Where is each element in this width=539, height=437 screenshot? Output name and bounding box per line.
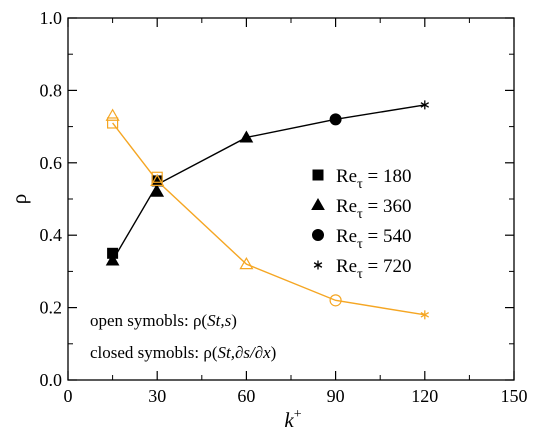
data-point-closed-triangle [105,253,120,266]
legend-marker-square [312,169,324,181]
x-tick-label: 90 [327,386,345,406]
asterisk-stroke [420,312,430,318]
data-point-open-circle [329,294,342,307]
data-point-open-triangle [150,173,165,186]
y-tick-label: 0.6 [40,153,63,173]
asterisk-stroke [420,102,430,108]
data-point-open-square [151,171,163,183]
legend-marker-asterisk [313,260,323,270]
annotation-open-symbols: open symobls: ρ(St,s) [90,311,237,330]
series-markers [105,100,430,320]
legend-label-sub: τ [357,207,363,222]
annotation-closed-italic: St,∂s/∂x [217,343,271,362]
x-tick-label: 120 [411,386,438,406]
y-tick-label: 0.0 [40,370,63,390]
legend-label-rest: = 540 [363,226,412,247]
data-point-open-square [106,117,119,129]
legend-label-sub: τ [357,237,363,252]
annotation-open-prefix: open symobls: ρ( [90,311,207,330]
legend-label-rest: = 720 [363,256,412,277]
x-axis-label: k+ [284,407,301,432]
data-point-open-triangle [239,256,254,270]
legend-label-sub: τ [357,267,363,282]
data-point-closed-asterisk [420,100,430,110]
y-axis-label: ρ [7,194,31,204]
legend-label-base: Re [336,166,357,187]
legend-label: Reτ = 720 [336,256,411,282]
legend-label: Reτ = 540 [336,226,411,252]
y-tick-label: 0.8 [40,80,63,100]
legend-label-base: Re [336,226,357,247]
x-tick-label: 150 [501,386,528,406]
legend-label-rest: = 360 [363,196,412,217]
data-point-closed-triangle [150,184,165,197]
data-point-closed-circle [329,113,342,126]
annotation-closed-suffix: ) [271,343,277,362]
x-axis-label-base: k [284,408,294,432]
data-point-open-asterisk [420,310,430,320]
annotation-closed-symbols: closed symobls: ρ(St,∂s/∂x) [90,343,276,362]
legend-label-base: Re [336,196,357,217]
y-tick-label: 1.0 [40,8,63,28]
legend-marker-triangle [311,197,325,210]
asterisk-stroke [313,262,323,268]
series-line-open [112,122,425,316]
legend-label-sub: τ [357,177,363,192]
annotation-closed-prefix: closed symobls: ρ( [90,343,218,362]
legend-label-base: Re [336,256,357,277]
y-tick-label: 0.4 [40,225,63,245]
legend-label-rest: = 180 [363,166,412,187]
y-tick-label: 0.2 [40,298,63,318]
tick-group: 0 30 60 90 120 150 0.0 0.2 0.4 0.6 0.8 1.0 [40,8,528,406]
x-tick-label: 0 [64,386,73,406]
annotation-open-italic: St,s [207,311,231,330]
x-tick-label: 30 [148,386,166,406]
legend-label: Reτ = 180 [336,166,411,192]
data-point-open-triangle [105,108,120,121]
legend-label: Reτ = 360 [336,196,411,222]
data-point-closed-triangle [239,130,254,143]
x-axis-label-sup: + [294,407,302,422]
x-tick-label: 60 [237,386,255,406]
annotation-open-suffix: ) [231,311,237,330]
legend-marker-circle [312,229,324,241]
